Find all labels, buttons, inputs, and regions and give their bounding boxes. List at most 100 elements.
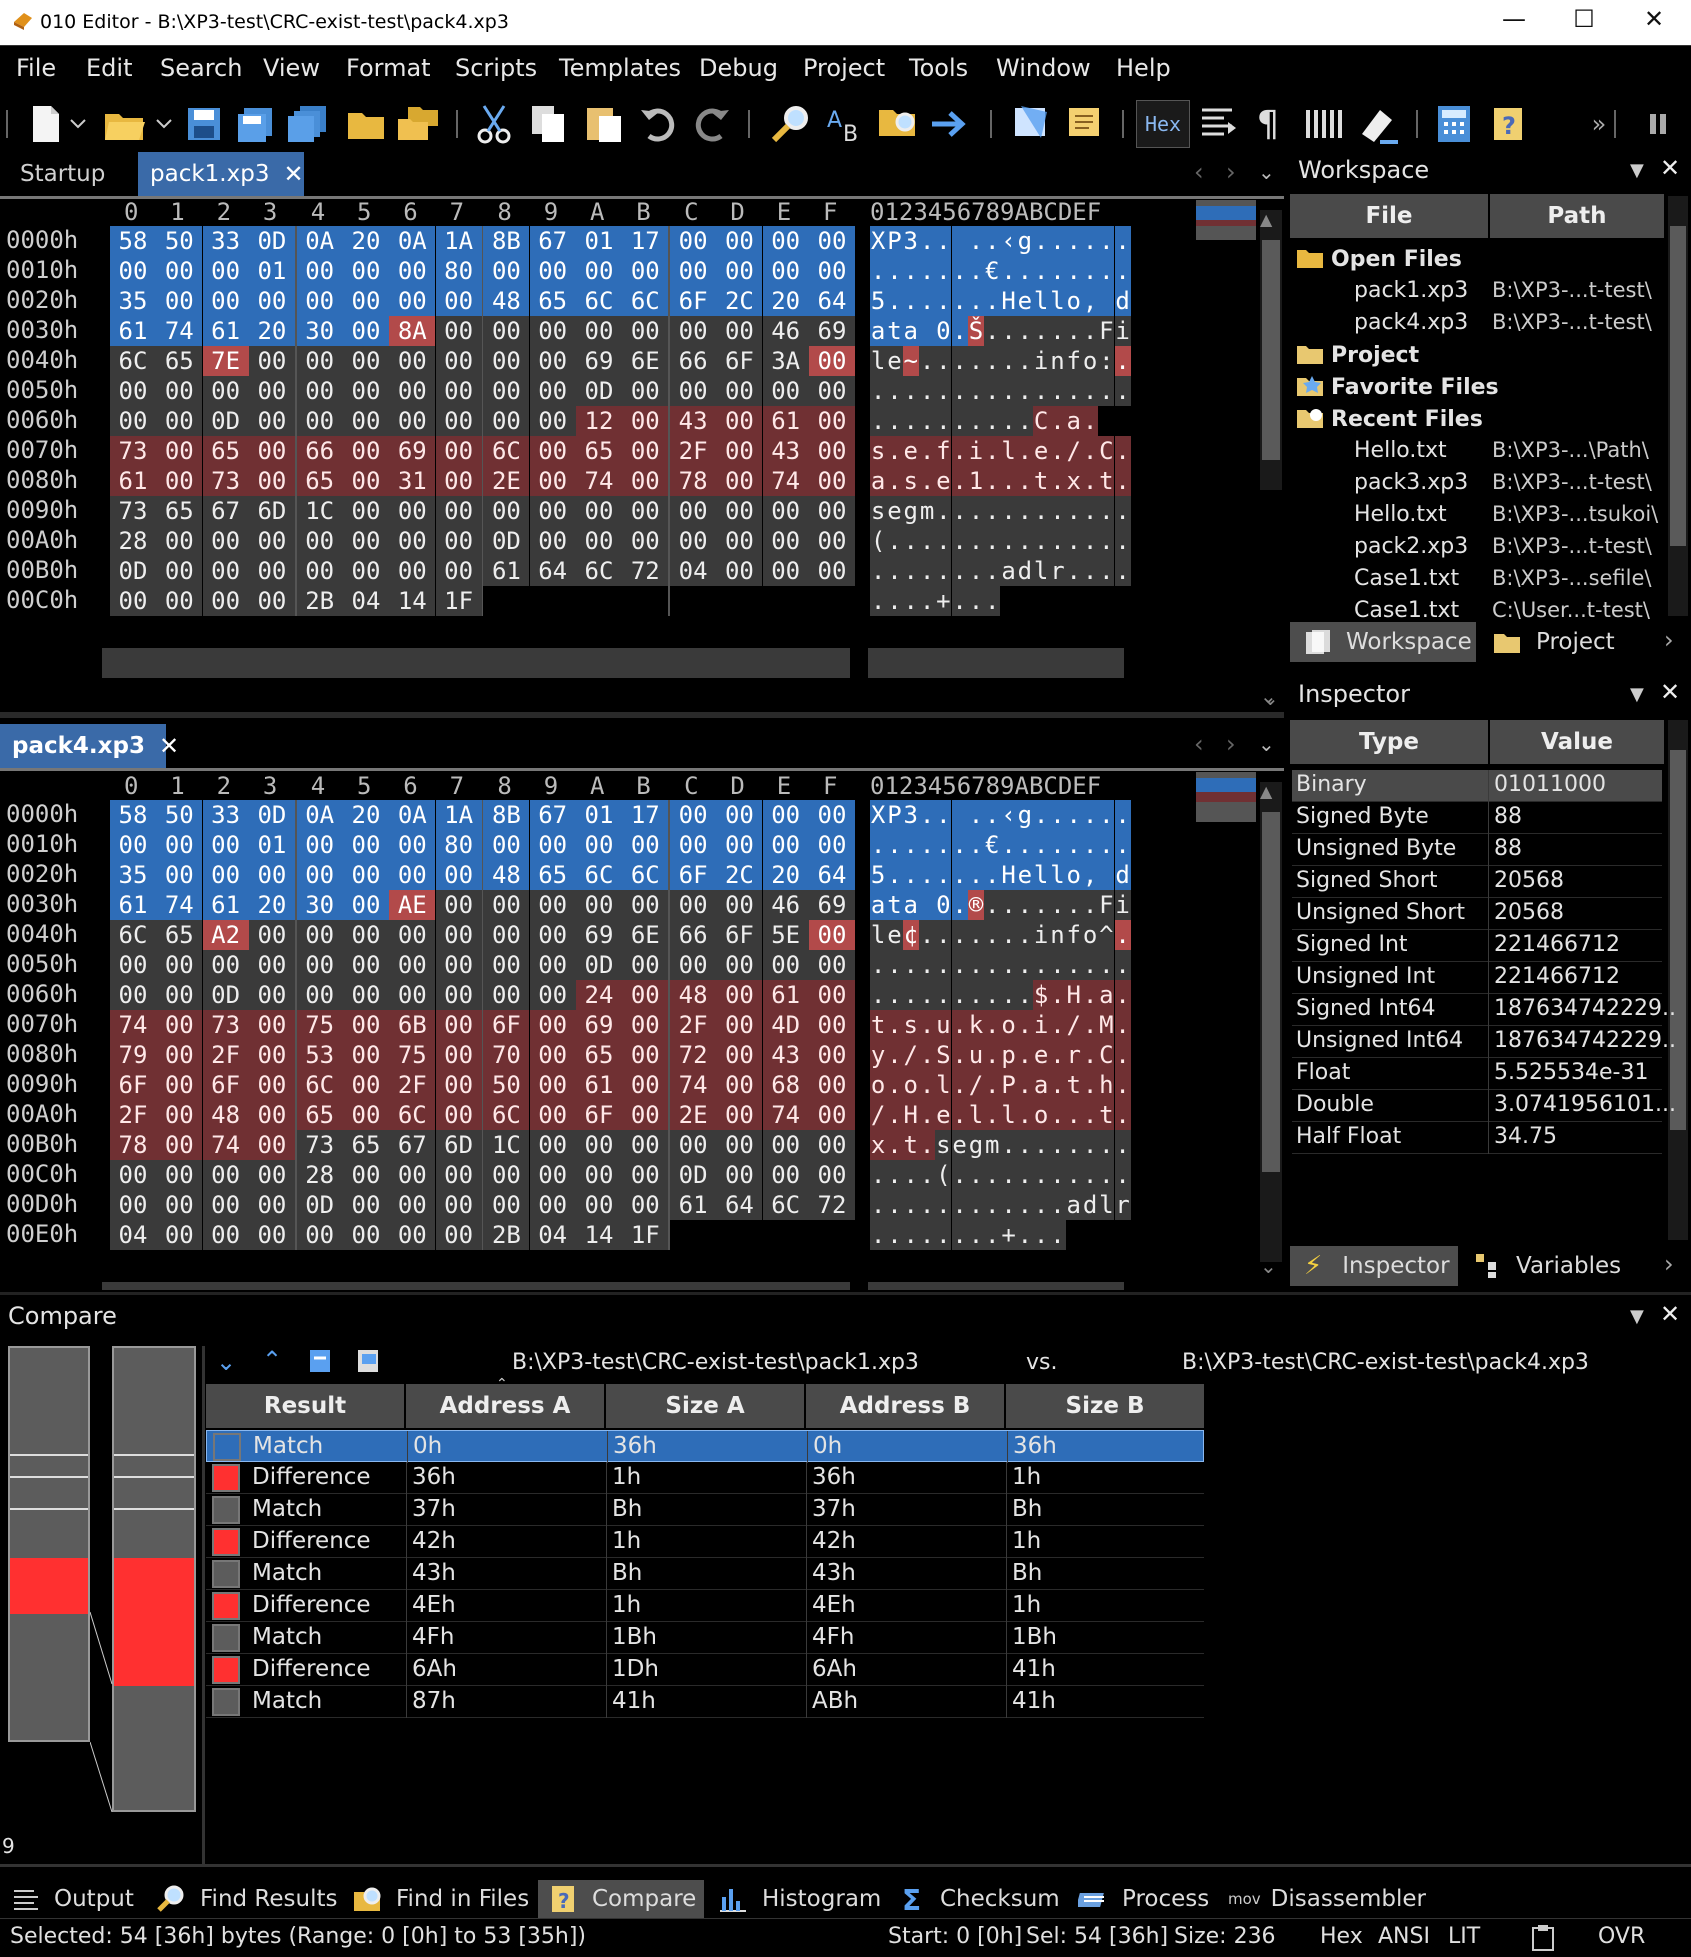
inspector-value[interactable]: 01011000	[1494, 772, 1606, 797]
hex-byte[interactable]: 00	[809, 526, 855, 556]
hex-byte[interactable]: 69	[809, 890, 855, 920]
hex-byte[interactable]: 00	[529, 1160, 576, 1190]
hex-byte[interactable]: 00	[576, 1160, 622, 1190]
hex-byte[interactable]: 00	[576, 256, 622, 286]
ascii-char[interactable]: .	[967, 286, 985, 316]
ascii-char[interactable]	[1098, 860, 1115, 890]
ascii-char[interactable]: .	[1016, 526, 1033, 556]
hex-byte[interactable]: 00	[716, 830, 763, 860]
hex-byte[interactable]: 00	[529, 890, 576, 920]
hex-byte[interactable]: 00	[435, 1160, 482, 1190]
hex-byte[interactable]: 00	[622, 316, 669, 346]
hex-byte[interactable]: 00	[110, 376, 156, 406]
ascii-char[interactable]: .	[1016, 950, 1033, 980]
inspector-row[interactable]: Unsigned Int 221466712	[1292, 962, 1662, 994]
hex-byte[interactable]: 00	[202, 1220, 249, 1250]
ascii-char[interactable]: .	[886, 1040, 903, 1070]
inspector-value[interactable]: 34.75	[1494, 1124, 1557, 1149]
ascii-char[interactable]: .	[1016, 1190, 1033, 1220]
inspector-row[interactable]: Signed Int 221466712	[1292, 930, 1662, 962]
ascii-char[interactable]: .	[951, 286, 968, 316]
hex-byte[interactable]: 00	[809, 1010, 855, 1040]
hex-byte[interactable]: 78	[670, 466, 717, 496]
ascii-char[interactable]: .	[1081, 1040, 1099, 1070]
new-file-icon[interactable]	[22, 98, 70, 150]
hex-byte[interactable]: 00	[156, 980, 203, 1010]
hex-byte[interactable]: 28	[110, 526, 156, 556]
ascii-char[interactable]: .	[902, 586, 919, 616]
ascii-char[interactable]: a	[870, 890, 887, 920]
ascii-char[interactable]: .	[1098, 376, 1115, 406]
hex-byte[interactable]: 00	[248, 1130, 295, 1160]
ascii-char[interactable]: .	[1114, 496, 1131, 526]
hex-byte[interactable]: 00	[483, 406, 530, 436]
hex-byte[interactable]: 00	[296, 526, 343, 556]
hex-byte[interactable]: 00	[670, 950, 717, 980]
compare-splitter[interactable]	[0, 1292, 1691, 1295]
ascii-char[interactable]: $	[1033, 980, 1050, 1010]
run-script-icon[interactable]	[1062, 98, 1110, 150]
ascii-char[interactable]: t	[902, 1130, 919, 1160]
ascii-char[interactable]: m	[984, 1130, 1001, 1160]
ascii-char[interactable]: .	[984, 890, 1001, 920]
hex-byte[interactable]: 00	[389, 496, 436, 526]
ascii-char[interactable]: .	[886, 1100, 903, 1130]
hex-byte[interactable]: 00	[576, 890, 622, 920]
ascii-char[interactable]: .	[984, 496, 1001, 526]
menu-search[interactable]: Search	[160, 54, 243, 82]
hex-byte[interactable]: 00	[296, 980, 343, 1010]
workspace-menu-icon[interactable]: ▼	[1630, 160, 1644, 181]
ascii-char[interactable]: .	[870, 1190, 887, 1220]
hex-byte[interactable]: 00	[762, 526, 809, 556]
undo-icon[interactable]	[634, 98, 682, 150]
ascii-char[interactable]: .	[1000, 1130, 1017, 1160]
compare-col-size-a[interactable]: Size A	[606, 1384, 804, 1428]
hex-byte[interactable]: 65	[156, 496, 203, 526]
ascii-char[interactable]: .	[967, 1190, 985, 1220]
ascii-char[interactable]: e	[902, 436, 919, 466]
tab-find-results[interactable]: Find Results	[156, 1880, 337, 1918]
ascii-char[interactable]: .	[902, 526, 919, 556]
hex-byte[interactable]: 00	[343, 406, 389, 436]
ascii-char[interactable]: (	[870, 526, 887, 556]
ascii-char[interactable]: .	[984, 1070, 1001, 1100]
hex-byte[interactable]: 50	[156, 226, 203, 256]
status-ansi[interactable]: ANSI	[1378, 1924, 1430, 1949]
ascii-char[interactable]: .	[918, 586, 936, 616]
hex-byte[interactable]: 74	[762, 466, 809, 496]
hex-byte[interactable]: 0D	[576, 950, 622, 980]
ascii-char[interactable]: .	[967, 860, 985, 890]
ascii-char[interactable]: .	[935, 286, 952, 316]
ascii-char[interactable]: .	[1081, 830, 1099, 860]
ascii-char[interactable]: .	[1114, 1010, 1131, 1040]
hex-byte[interactable]: 6C	[576, 286, 622, 316]
ascii-char[interactable]: H	[902, 1100, 919, 1130]
prev-difference-icon[interactable]: ⌃	[262, 1346, 283, 1374]
ascii-char[interactable]: .	[918, 800, 936, 830]
ascii-char[interactable]: .	[1114, 1040, 1131, 1070]
hex-byte[interactable]: 00	[622, 1190, 669, 1220]
hex-byte[interactable]: 00	[529, 376, 576, 406]
ascii-char[interactable]: Š	[967, 316, 985, 346]
inspector-value[interactable]: 88	[1494, 836, 1522, 861]
ascii-char[interactable]: l	[1000, 1100, 1017, 1130]
hex-byte[interactable]: 6F	[483, 1010, 530, 1040]
workspace-tabs-more-icon[interactable]: ›	[1664, 626, 1674, 654]
ascii-char[interactable]: .	[1049, 526, 1066, 556]
ascii-char[interactable]: o	[1065, 286, 1082, 316]
ascii-char[interactable]: .	[1065, 800, 1082, 830]
clipboard-icon[interactable]	[1530, 1924, 1556, 1952]
ascii-char[interactable]: a	[870, 466, 887, 496]
tab2-list-icon[interactable]: ⌄	[1258, 732, 1275, 756]
find-icon[interactable]	[766, 98, 814, 150]
ascii-char[interactable]: X	[870, 800, 887, 830]
ascii-char[interactable]: .	[1016, 830, 1033, 860]
hex-byte[interactable]: 00	[202, 1190, 249, 1220]
hex-byte[interactable]: 3A	[762, 346, 809, 376]
hex1-hscroll[interactable]	[102, 648, 850, 678]
hex-byte[interactable]: 00	[248, 1190, 295, 1220]
hex-byte[interactable]: 00	[343, 1040, 389, 1070]
ascii-char[interactable]: .	[951, 1190, 968, 1220]
hex-byte[interactable]: 00	[202, 860, 249, 890]
hex-byte[interactable]: 00	[296, 830, 343, 860]
